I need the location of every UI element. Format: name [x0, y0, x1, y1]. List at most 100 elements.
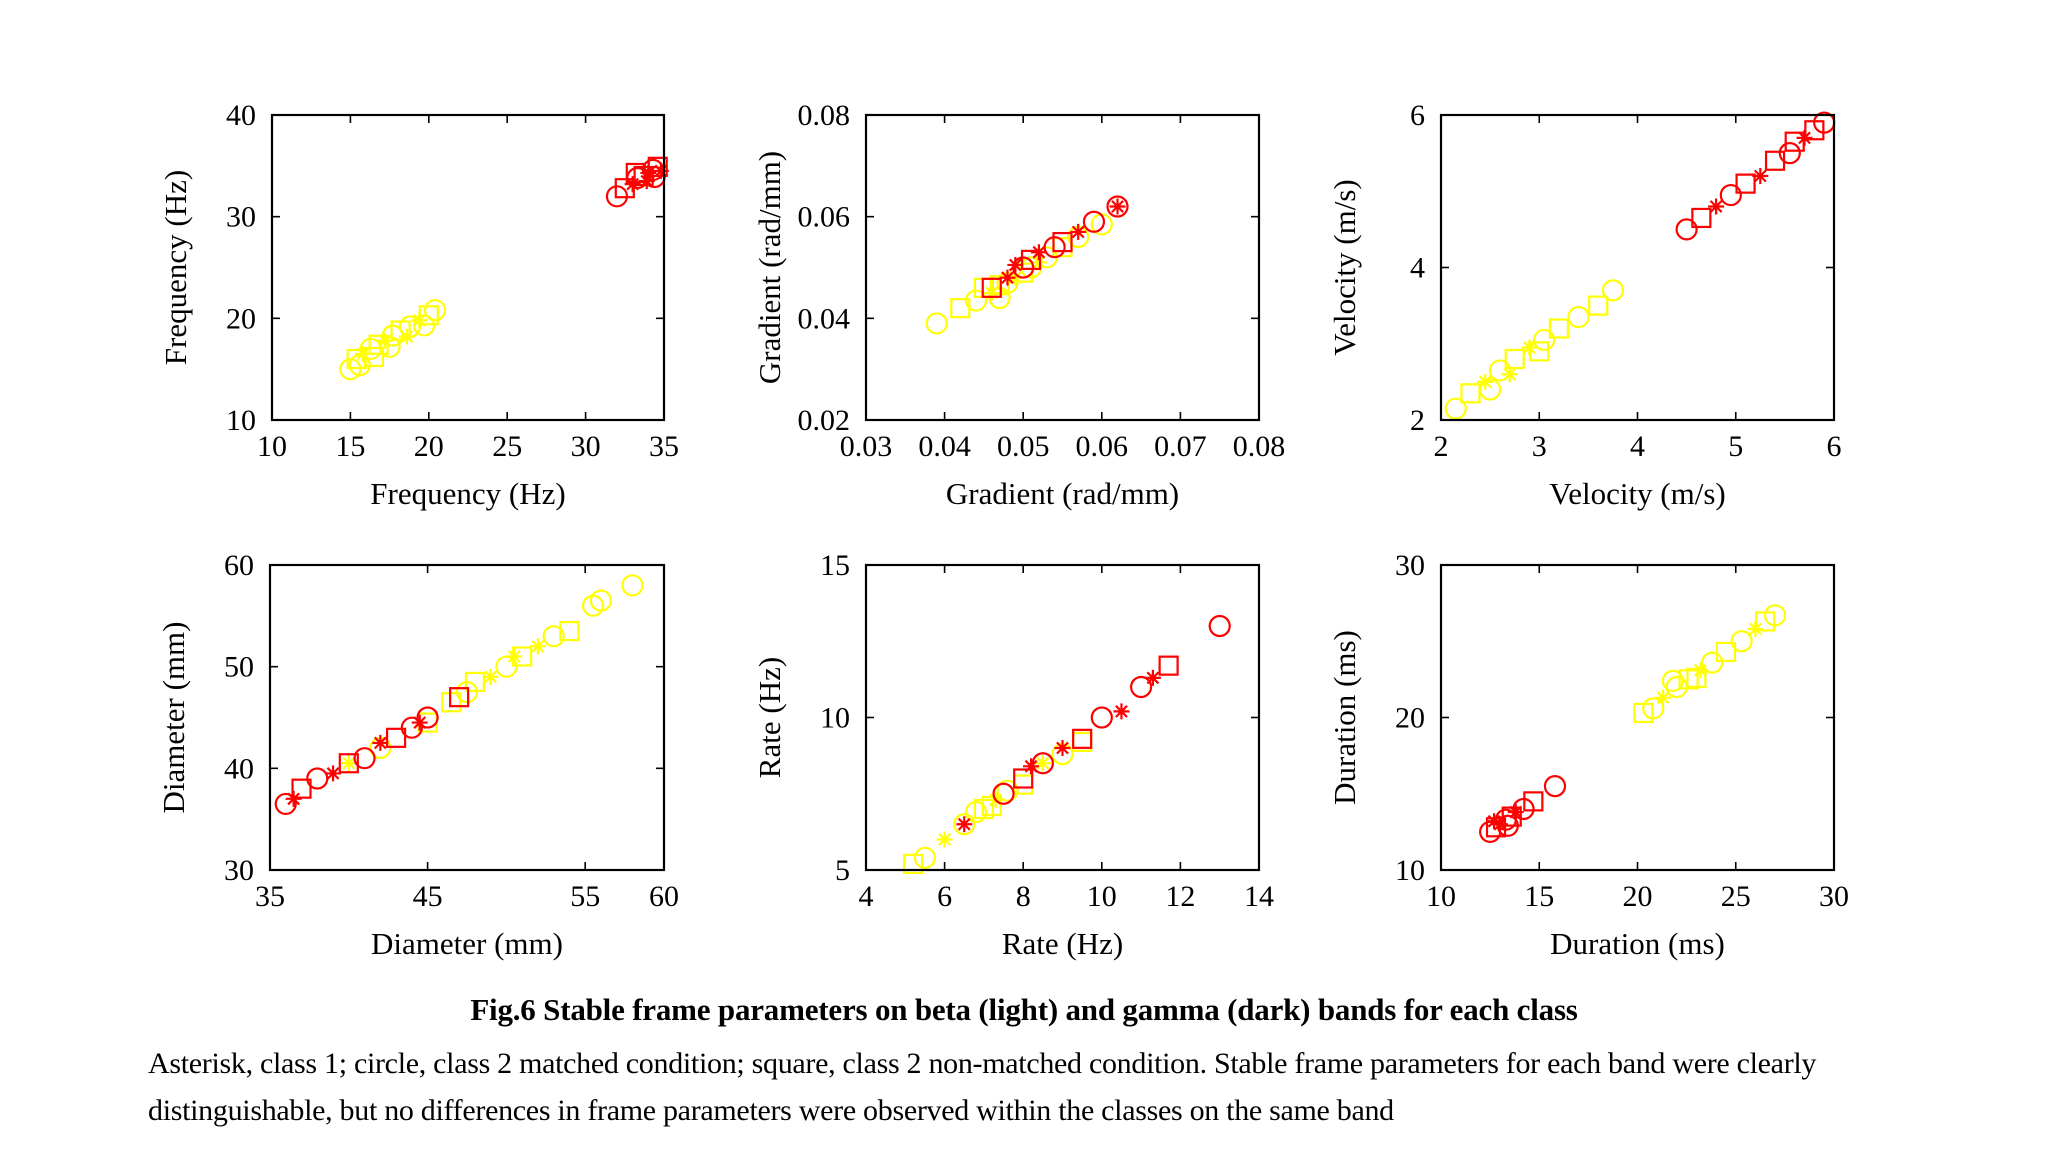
data-point-asterisk: [638, 173, 655, 190]
x-tick-label: 10: [257, 430, 287, 463]
y-tick-label: 30: [1395, 549, 1425, 582]
x-tick-label: 25: [1721, 880, 1751, 913]
x-axis-title: Velocity (m/s): [1549, 476, 1726, 511]
data-point-circle: [1642, 697, 1665, 720]
data-point-asterisk: [1054, 740, 1071, 756]
x-tick-label: 5: [1728, 430, 1743, 463]
data-point-asterisk: [1692, 662, 1709, 679]
data-point-square: [449, 687, 470, 708]
data-point-circle: [339, 358, 362, 381]
data-point-circle: [925, 312, 948, 335]
data-point-circle: [953, 813, 976, 836]
data-point-square: [1678, 669, 1699, 690]
y-tick-label: 0.02: [798, 404, 851, 437]
x-tick-label: 0.04: [918, 430, 971, 463]
data-point-circle: [412, 314, 436, 337]
x-tick-label: 8: [1016, 880, 1031, 913]
plot-frame: [1439, 113, 1836, 422]
data-point-circle: [988, 286, 1011, 310]
data-point-asterisk: [1030, 244, 1047, 261]
y-axis-title: Frequency (Hz): [158, 170, 193, 365]
x-tick-label: 4: [859, 880, 874, 913]
data-point-asterisk: [1501, 366, 1518, 383]
data-point-circle: [378, 335, 401, 358]
y-axis-title: Gradient (rad/mm): [752, 151, 787, 384]
x-axis-title: Diameter (mm): [371, 926, 563, 961]
data-point-asterisk: [506, 648, 523, 665]
y-axis-title: Rate (Hz): [752, 657, 787, 778]
y-tick-label: 30: [226, 201, 256, 234]
data-point-circle: [1719, 183, 1742, 207]
data-point-square: [385, 727, 407, 748]
data-point-circle: [913, 846, 937, 869]
scatter-panel-3: 2 3 4 5 6 2 4 6 Velocity (m/s) Velocity (m/s): [1327, 99, 1842, 511]
data-point-circle: [1543, 775, 1567, 798]
data-point-asterisk: [1113, 703, 1130, 720]
beta-band-series: [1633, 604, 1787, 724]
data-point-asterisk: [624, 176, 641, 193]
data-point-asterisk: [285, 790, 302, 807]
data-point-circle: [1043, 236, 1066, 259]
x-tick-label: 6: [1827, 430, 1842, 463]
data-point-square: [363, 346, 385, 368]
data-point-square: [1158, 655, 1179, 676]
data-point-asterisk: [372, 734, 389, 751]
data-point-circle: [589, 589, 613, 612]
y-tick-label: 0.08: [798, 99, 851, 132]
data-point-circle: [1106, 195, 1129, 218]
data-point-square: [464, 671, 485, 693]
data-point-circle: [1778, 142, 1801, 165]
data-point-square: [1460, 383, 1481, 404]
y-axis-title: Diameter (mm): [156, 622, 191, 814]
data-point-circle: [423, 299, 447, 322]
data-point-asterisk: [1507, 804, 1524, 821]
x-tick-label: 12: [1165, 880, 1195, 913]
data-point-asterisk: [1655, 689, 1672, 706]
data-point-square: [903, 853, 924, 875]
data-point-circle: [306, 767, 329, 790]
data-point-circle: [992, 782, 1015, 805]
data-point-asterisk: [936, 831, 953, 848]
data-point-circle: [996, 779, 1019, 802]
data-point-square: [559, 620, 580, 642]
y-tick-label: 10: [1395, 854, 1425, 887]
x-tick-label: 0.05: [997, 430, 1050, 463]
y-tick-label: 30: [224, 854, 254, 887]
y-tick-label: 0.04: [798, 302, 851, 335]
x-tick-label: 0.08: [1233, 430, 1286, 463]
data-point-asterisk: [325, 765, 342, 782]
data-point-square: [1548, 318, 1570, 339]
gamma-band-series: [956, 614, 1231, 833]
x-tick-label: 15: [1524, 880, 1554, 913]
data-point-circle: [1601, 279, 1625, 302]
scatter-panel-2: 0.03 0.04 0.05 0.06 0.07 0.08 0.02 0.04 0.06 0.08…: [752, 99, 1285, 511]
data-point-square: [291, 778, 312, 799]
data-point-square: [441, 692, 462, 713]
data-point-square: [1686, 667, 1707, 688]
x-tick-label: 10: [1426, 880, 1456, 913]
y-tick-label: 4: [1410, 252, 1425, 285]
data-point-asterisk: [482, 668, 499, 685]
data-point-square: [1052, 231, 1073, 253]
gamma-band-series: [1675, 111, 1836, 241]
data-point-asterisk: [1708, 198, 1725, 215]
y-tick-label: 6: [1410, 99, 1425, 132]
y-tick-label: 10: [226, 404, 256, 437]
y-tick-label: 50: [224, 651, 254, 684]
data-point-circle: [621, 574, 644, 597]
x-tick-label: 6: [937, 880, 952, 913]
x-tick-label: 0.06: [1076, 430, 1129, 463]
data-point-square: [1013, 768, 1034, 789]
beta-band-series: [1444, 279, 1625, 420]
x-tick-label: 0.03: [840, 430, 893, 463]
data-point-circle: [1567, 305, 1590, 329]
data-point-square: [647, 156, 668, 177]
data-point-square: [1523, 791, 1544, 812]
data-point-circle: [964, 289, 988, 312]
x-axis-title: Rate (Hz): [1002, 926, 1123, 961]
scatter-panel-5: 4 6 8 10 12 14 5 10 15 Rate (Hz) Rate (Hz): [752, 549, 1274, 961]
gamma-band-series: [1479, 775, 1567, 843]
x-tick-label: 20: [414, 430, 444, 463]
data-point-circle: [455, 680, 479, 704]
scatter-panel-6: 10 15 20 25 30 10 20 30 Duration (ms) Duration (m…: [1327, 549, 1849, 961]
